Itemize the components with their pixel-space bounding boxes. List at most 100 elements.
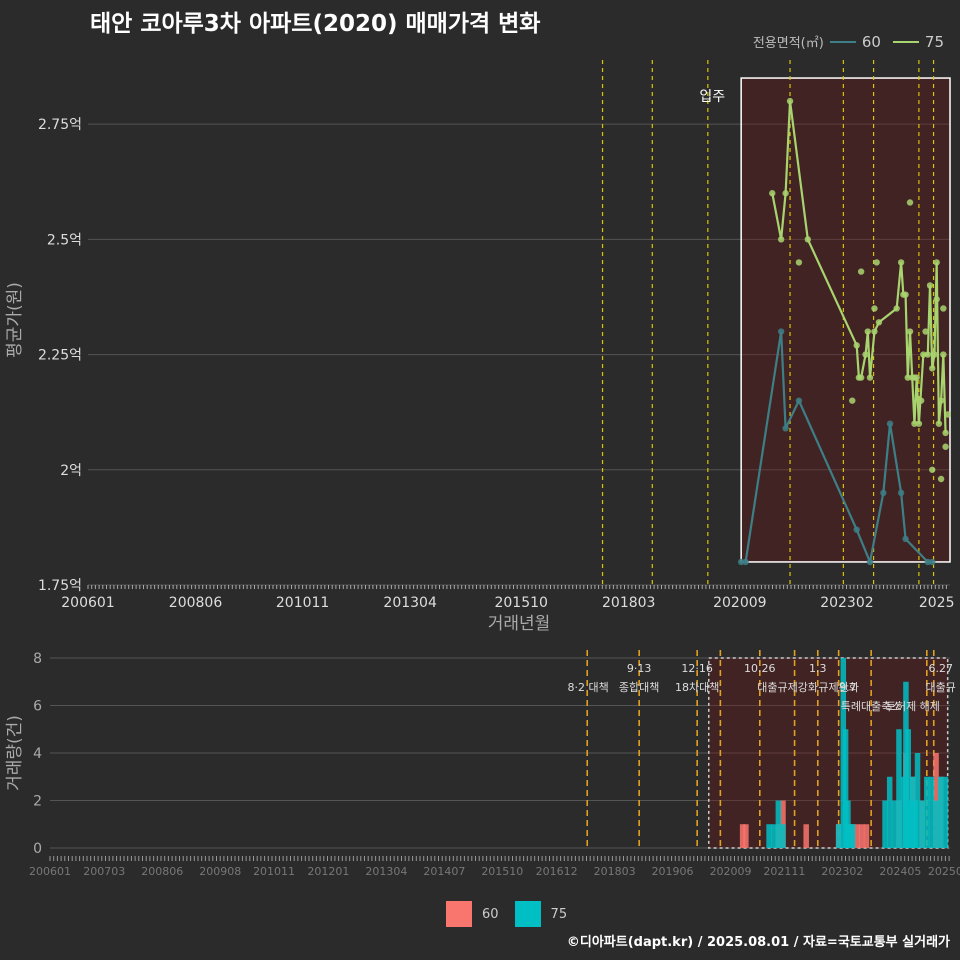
bar-y-axis-label: 거래량(건) (5, 715, 25, 791)
data-point-60 (929, 558, 936, 566)
data-point-75 (804, 236, 812, 243)
bar-x-tick-label: 202302 (821, 865, 863, 878)
credit: ©디아파트(dapt.kr) / 2025.08.01 / 자료=국토교통부 실… (566, 935, 950, 950)
bar-x-tick-label: 202111 (763, 865, 805, 878)
data-point-75-points (857, 268, 865, 275)
data-point-75 (866, 374, 874, 381)
data-point-75 (931, 351, 938, 358)
data-point-75-points (795, 259, 803, 266)
legend-label-60: 60 (861, 32, 881, 51)
data-point-75-points (937, 475, 945, 483)
bar-x-tick-label: 201201 (307, 865, 349, 878)
event-label: 토허제 해제 (886, 699, 940, 713)
data-point-75 (853, 342, 860, 349)
annotation-move-in: 입주 (699, 89, 725, 105)
data-point-75 (782, 190, 789, 197)
bar-x-tick-label: 201612 (536, 865, 578, 878)
data-point-75 (902, 291, 909, 298)
data-point-75 (920, 351, 927, 358)
bar-60 (863, 824, 870, 848)
data-point-75 (777, 236, 785, 243)
bar-x-tick-label: 20250 (928, 865, 960, 878)
bar-x-tick-label: 200908 (199, 865, 241, 878)
legend-box-60 (446, 901, 472, 927)
bar-75 (780, 824, 786, 848)
y-tick-label: 2.5억 (47, 232, 82, 248)
event-label: 18차대책 (675, 681, 719, 694)
data-point-60 (853, 526, 860, 533)
data-point-60 (880, 489, 887, 497)
bar-x-tick-label: 200806 (141, 865, 183, 878)
bar-x-tick-label: 202405 (879, 865, 921, 878)
event-label: 12·16 (681, 662, 713, 675)
bar-y-tick-label: 8 (33, 651, 42, 667)
event-label: 대출규 (926, 681, 956, 694)
bar-75 (933, 800, 939, 848)
x-axis-label: 거래년월 (488, 614, 551, 634)
data-point-75-points (917, 397, 925, 404)
legend-swatch-60 (829, 40, 856, 43)
data-point-75 (942, 429, 949, 437)
data-point-75 (911, 420, 918, 427)
bar-75 (937, 776, 944, 848)
bar-y-tick-label: 0 (33, 841, 42, 857)
event-label: 대출규제강화 (757, 681, 818, 694)
data-point-75 (904, 374, 911, 381)
bar-x-tick-label: 200601 (29, 865, 71, 878)
data-point-75-points (849, 397, 856, 404)
data-point-75 (937, 397, 945, 404)
x-tick-label: 200806 (169, 595, 223, 611)
data-point-75 (933, 259, 940, 266)
data-point-60 (777, 328, 785, 335)
data-point-75-points (944, 411, 951, 418)
bar-75 (942, 776, 949, 848)
event-label: 8·2 대책 (568, 681, 609, 694)
event-label: 종합대책 (619, 681, 659, 694)
bar-75 (770, 824, 777, 848)
x-tick-label: 200601 (61, 595, 114, 611)
data-point-75 (862, 351, 869, 358)
data-point-60 (866, 558, 874, 566)
data-point-75-points (906, 199, 914, 206)
legend-bottom: 60 75 (446, 901, 567, 927)
bar-75 (928, 776, 935, 848)
bar-75 (882, 800, 888, 848)
bar-75 (905, 729, 911, 848)
legend-top: 전용면적(㎡) 60 75 (752, 32, 950, 52)
data-point-75 (924, 351, 931, 358)
data-point-75-points (929, 466, 936, 473)
bar-60 (859, 824, 865, 848)
legend-title: 전용면적(㎡) (752, 36, 824, 51)
bar-75 (891, 800, 898, 848)
event-label: 규제완화 (818, 681, 858, 694)
bar-x-tick-label: 201011 (253, 865, 295, 878)
data-point-60 (782, 425, 789, 432)
data-point-60 (737, 558, 745, 566)
data-point-75 (940, 351, 947, 358)
data-point-75-points (940, 305, 947, 312)
bar-75 (896, 729, 902, 848)
data-point-60 (924, 558, 931, 566)
event-label: 10.26 (744, 662, 776, 675)
bar-75 (914, 753, 921, 848)
y-tick-label: 2.75억 (38, 117, 82, 133)
bar-60 (743, 824, 749, 848)
x-tick-label: 201510 (494, 595, 547, 611)
event-label: 9·13 (627, 662, 652, 675)
bar-x-tick-label: 201906 (652, 865, 694, 878)
bar-75 (924, 776, 930, 848)
data-point-75-points (871, 305, 878, 312)
bar-y-tick-label: 2 (33, 794, 42, 810)
bar-75 (919, 800, 925, 848)
x-tick-label: 201803 (602, 595, 655, 611)
legend-bottom-label-60: 60 (482, 906, 499, 922)
event-label: 1.3 (809, 662, 827, 675)
data-point-75 (864, 328, 871, 335)
bar-x-tick-label: 201510 (481, 865, 523, 878)
data-point-75 (871, 328, 878, 335)
x-tick-label: 202009 (713, 595, 766, 611)
bar-75 (835, 824, 842, 848)
bar-y-tick-label: 6 (33, 699, 42, 715)
x-tick-label: 202302 (820, 595, 873, 611)
data-point-75 (906, 328, 914, 335)
